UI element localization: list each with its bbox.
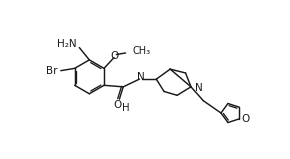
Text: O: O xyxy=(111,51,119,61)
Text: O: O xyxy=(113,100,121,110)
Text: O: O xyxy=(241,114,250,124)
Text: H₂N: H₂N xyxy=(57,39,76,49)
Text: Br: Br xyxy=(46,66,58,76)
Text: N: N xyxy=(195,83,203,93)
Text: H: H xyxy=(122,103,129,113)
Text: CH₃: CH₃ xyxy=(133,46,151,56)
Text: N: N xyxy=(137,72,145,82)
